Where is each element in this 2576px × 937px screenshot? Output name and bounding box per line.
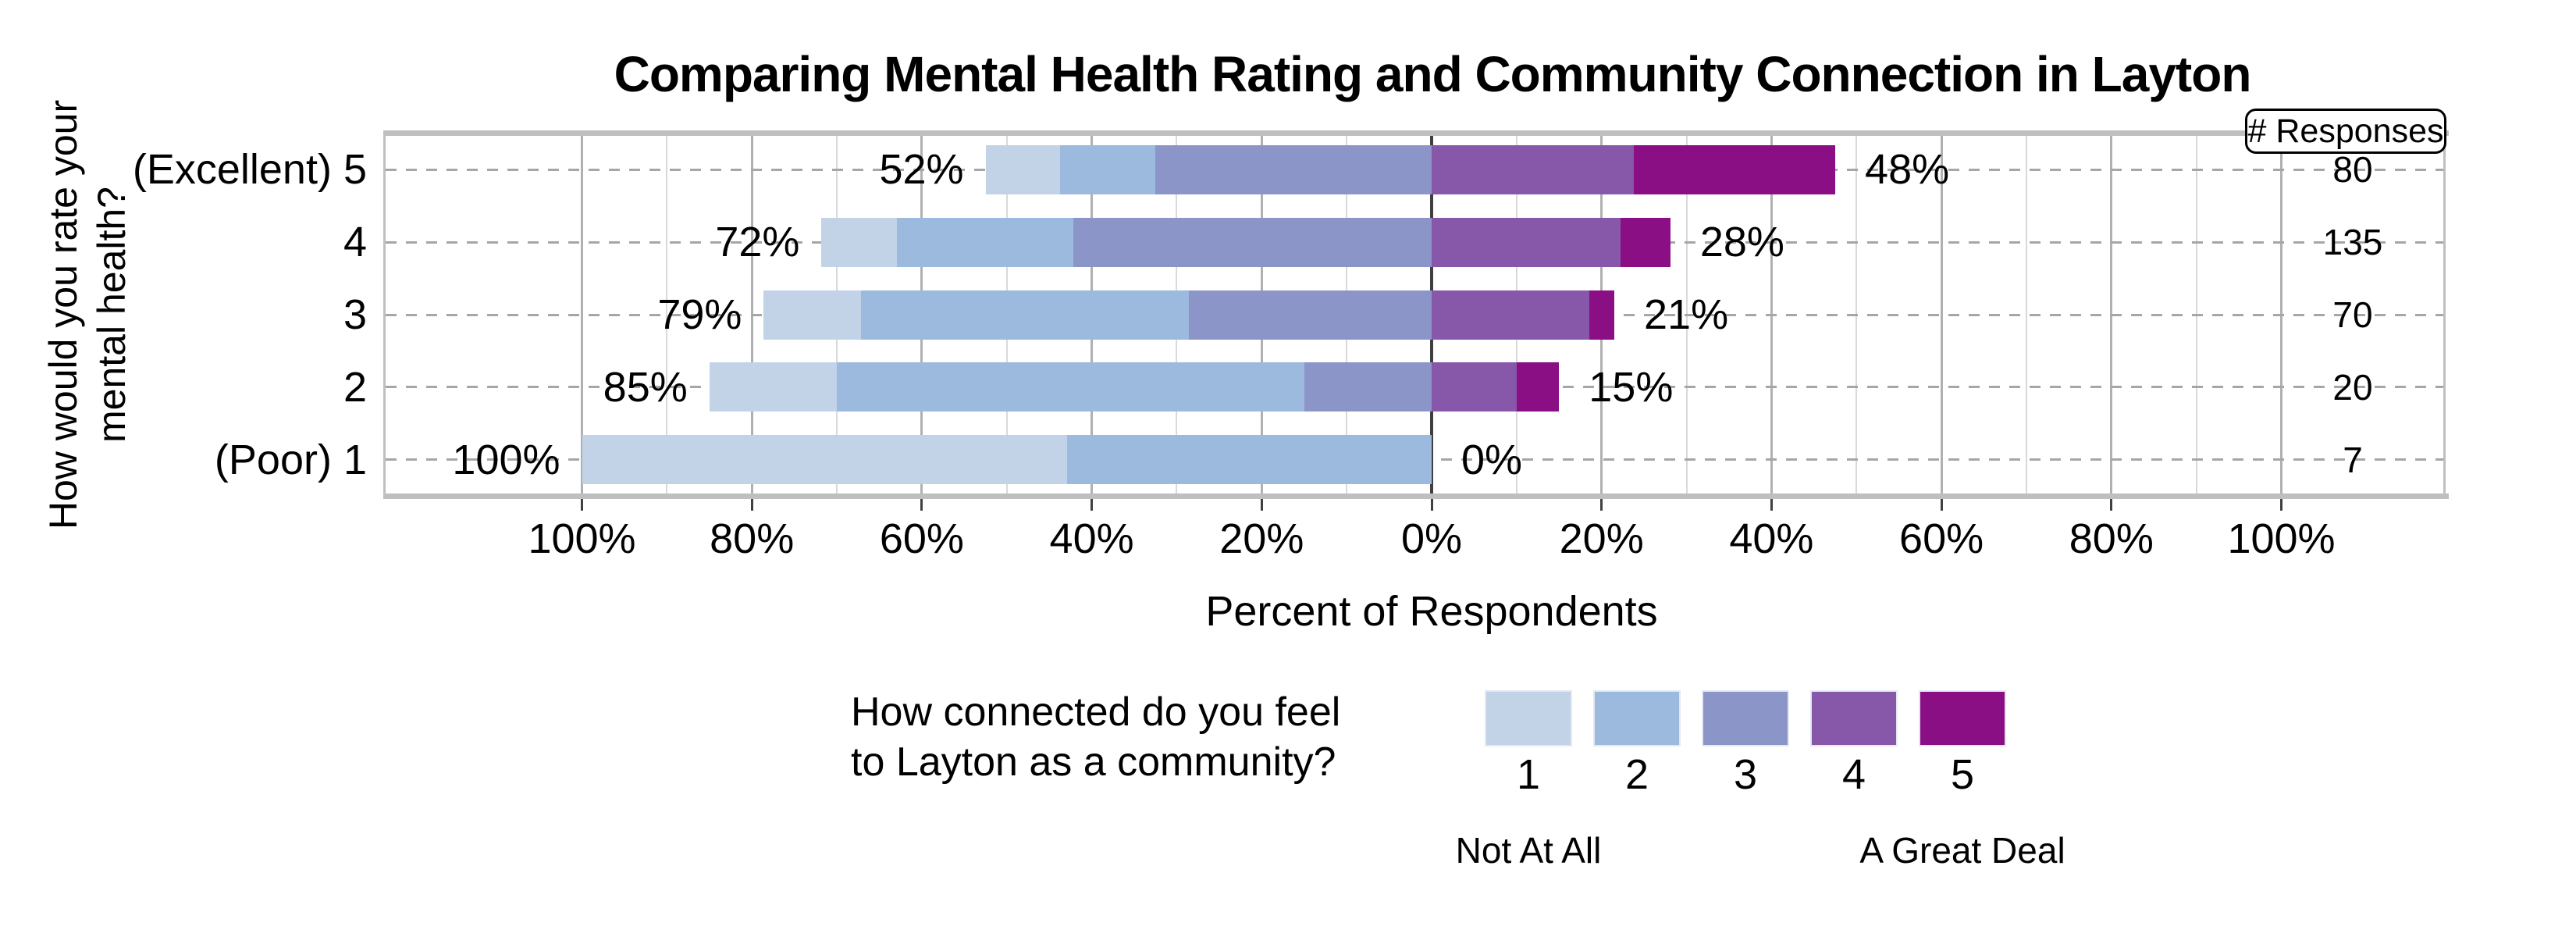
- legend-anchor-high: A Great Deal: [1859, 830, 2065, 871]
- plot-border-right: [2443, 130, 2446, 499]
- x-tick-label: 20%: [1219, 515, 1304, 562]
- response-count: 135: [2322, 222, 2383, 263]
- bar-right-total-label: 0%: [1461, 436, 1523, 483]
- category-label: (Excellent) 5: [132, 146, 367, 194]
- legend-swatch-5: [1919, 690, 2006, 746]
- x-tick-label: 100%: [2227, 515, 2336, 562]
- x-tick-label: 100%: [528, 515, 636, 562]
- bar-segment-level-3: [1073, 217, 1432, 267]
- bar-segment-level-3: [1188, 290, 1432, 340]
- bar-segment-level-2: [1067, 435, 1432, 485]
- bar-segment-level-3: [1155, 144, 1432, 194]
- x-tick-label: 0%: [1400, 515, 1463, 562]
- bar-segment-level-5: [1516, 362, 1560, 412]
- x-axis-tick: [2280, 499, 2282, 511]
- plot-border-left: [383, 130, 386, 499]
- bar-left-total-label: 85%: [603, 363, 688, 411]
- x-axis-tick: [581, 499, 583, 511]
- bar-left-total-label: 52%: [879, 146, 964, 194]
- bar-segment-level-5: [1633, 144, 1836, 194]
- bar-segment-level-4: [1432, 362, 1517, 412]
- bar-segment-level-4: [1432, 144, 1634, 194]
- x-axis-title: Percent of Respondents: [1205, 588, 1658, 635]
- bar-left-total-label: 100%: [452, 436, 560, 483]
- bar-left-total-label: 72%: [715, 219, 800, 266]
- x-tick-label: 40%: [1729, 515, 1814, 562]
- legend-swatch-3: [1702, 690, 1789, 746]
- x-axis-tick: [1430, 499, 1433, 511]
- legend-title-line2: to Layton as a community?: [851, 739, 1336, 785]
- bar-segment-level-1: [709, 362, 838, 412]
- bar-segment-level-3: [1304, 362, 1432, 412]
- x-axis-tick: [1091, 499, 1094, 511]
- response-count: 70: [2332, 294, 2373, 335]
- legend-item-label: 3: [1733, 751, 1758, 798]
- bar-segment-level-1: [582, 435, 1068, 485]
- bar-right-total-label: 21%: [1644, 291, 1729, 338]
- x-tick-label: 80%: [2069, 515, 2154, 562]
- bar-segment-level-2: [897, 217, 1073, 267]
- bar-right-total-label: 48%: [1865, 146, 1950, 194]
- bar-segment-level-5: [1620, 217, 1670, 267]
- bar-segment-level-1: [821, 217, 898, 267]
- bar-segment-level-2: [860, 290, 1189, 340]
- x-tick-label: 80%: [710, 515, 795, 562]
- legend-swatch-1: [1485, 690, 1572, 746]
- x-tick-label: 40%: [1049, 515, 1134, 562]
- x-axis-tick: [920, 499, 923, 511]
- bar-segment-level-1: [763, 290, 861, 340]
- response-count: 7: [2343, 439, 2363, 480]
- plot-border-bottom: [383, 493, 2449, 499]
- x-axis-tick: [1770, 499, 1773, 511]
- plot-border-top: [383, 130, 2449, 136]
- category-label: 2: [343, 363, 367, 411]
- legend-item-label: 4: [1841, 751, 1866, 798]
- x-axis-tick: [1940, 499, 1943, 511]
- legend-title: How connected do you feel to Layton as a…: [851, 687, 1429, 787]
- legend-anchor-low: Not At All: [1455, 830, 1602, 871]
- x-axis-tick: [750, 499, 753, 511]
- chart-title: Comparing Mental Health Rating and Commu…: [614, 46, 2252, 102]
- response-count: 80: [2332, 149, 2373, 191]
- legend-title-line1: How connected do you feel: [851, 689, 1341, 735]
- legend-swatch-4: [1810, 690, 1898, 746]
- x-tick-label: 20%: [1559, 515, 1644, 562]
- legend-swatch-2: [1593, 690, 1681, 746]
- x-axis-tick: [2110, 499, 2113, 511]
- responses-header: # Responses: [2245, 109, 2446, 154]
- category-label: 3: [343, 291, 367, 338]
- x-tick-label: 60%: [879, 515, 964, 562]
- category-label: 4: [343, 219, 367, 266]
- x-tick-label: 60%: [1899, 515, 1984, 562]
- bar-segment-level-4: [1432, 290, 1590, 340]
- bar-segment-level-5: [1589, 290, 1615, 340]
- bar-segment-level-4: [1432, 217, 1621, 267]
- bar-right-total-label: 15%: [1589, 363, 1674, 411]
- bar-left-total-label: 79%: [657, 291, 742, 338]
- category-label: (Poor) 1: [214, 436, 367, 483]
- bar-segment-level-1: [985, 144, 1060, 194]
- response-count: 20: [2332, 366, 2373, 408]
- legend-item-label: 2: [1624, 751, 1649, 798]
- bar-right-total-label: 28%: [1699, 219, 1784, 266]
- bar-segment-level-2: [1059, 144, 1156, 194]
- legend-item-label: 5: [1950, 751, 1975, 798]
- legend-item-label: 1: [1516, 751, 1541, 798]
- bar-segment-level-2: [837, 362, 1304, 412]
- x-axis-tick: [1600, 499, 1603, 511]
- x-axis-tick: [1260, 499, 1263, 511]
